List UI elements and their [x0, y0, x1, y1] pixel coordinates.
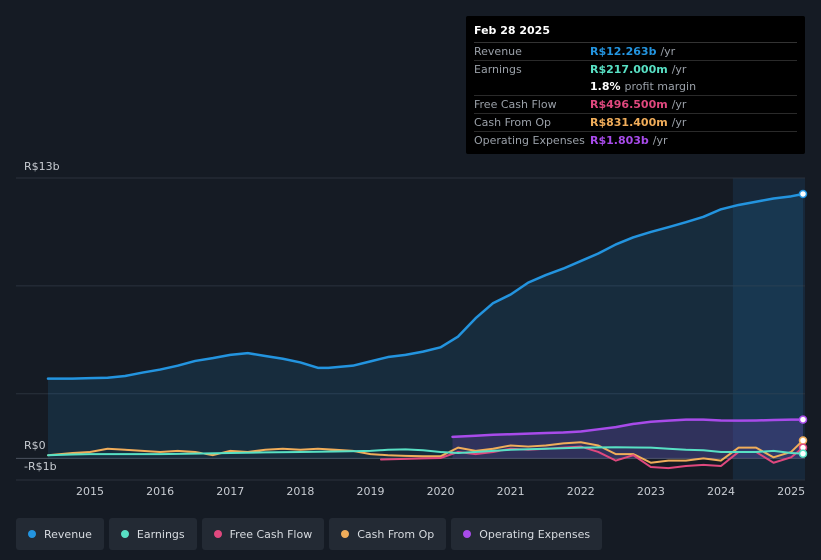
end-marker-earnings	[798, 449, 808, 458]
x-axis-ticks: 2015 2016 2017 2018 2019 2020 2021 2022 2023 2024…	[76, 485, 805, 498]
forecast-highlight-band	[732, 178, 805, 480]
legend-label: Earnings	[136, 527, 185, 541]
legend: Revenue Earnings Free Cash Flow Cash Fro…	[16, 518, 603, 550]
tooltip-row-cash-from-op: Cash From Op R$831.400m /yr	[474, 114, 797, 132]
chart: R$13b R$0 -R$1b 2015 2016 2017 2018 2019 2020…	[16, 160, 808, 498]
x-tick-label: 2023	[637, 485, 665, 498]
tooltip-label: Earnings	[474, 63, 522, 76]
end-marker-revenue	[798, 189, 808, 199]
legend-label: Cash From Op	[357, 527, 435, 541]
x-tick-label: 2017	[216, 485, 244, 498]
area-revenue	[48, 193, 803, 459]
series-lines	[46, 192, 805, 470]
tooltip-label: Free Cash Flow	[474, 98, 557, 111]
tooltip-unit: profit margin	[624, 80, 697, 93]
tooltip-unit: /yr	[671, 98, 687, 111]
tooltip-row-earnings: Earnings R$217.000m /yr	[474, 61, 797, 78]
tooltip-row-operating-expenses: Operating Expenses R$1.803b /yr	[474, 132, 797, 149]
y-label-zero: R$0	[24, 439, 46, 452]
legend-item-free-cash-flow[interactable]: Free Cash Flow	[201, 518, 325, 550]
y-label-top: R$13b	[24, 160, 60, 173]
tooltip-value: 1.8%	[590, 80, 621, 93]
tooltip-unit: /yr	[671, 63, 687, 76]
tooltip-value: R$496.500m	[590, 98, 668, 111]
tooltip-date: Feb 28 2025	[474, 22, 797, 43]
legend-item-cash-from-op[interactable]: Cash From Op	[329, 518, 447, 550]
legend-item-earnings[interactable]: Earnings	[108, 518, 197, 550]
legend-item-operating-expenses[interactable]: Operating Expenses	[451, 518, 603, 550]
line-operating-expenses	[451, 418, 805, 439]
tooltip-label: Revenue	[474, 45, 522, 58]
legend-label: Revenue	[44, 527, 92, 541]
tooltip-row-profit-margin: 1.8% profit margin	[474, 78, 797, 96]
tooltip-value: R$217.000m	[590, 63, 668, 76]
tooltip-value: R$1.803b	[590, 134, 649, 147]
x-tick-label: 2024	[707, 485, 735, 498]
tooltip-unit: /yr	[671, 116, 687, 129]
x-tick-label: 2015	[76, 485, 104, 498]
x-tick-label: 2018	[286, 485, 314, 498]
end-marker-cash-from-op	[798, 436, 808, 445]
tooltip-row-free-cash-flow: Free Cash Flow R$496.500m /yr	[474, 96, 797, 114]
legend-item-revenue[interactable]: Revenue	[16, 518, 104, 550]
series-end-markers	[798, 189, 808, 458]
x-tick-label: 2016	[146, 485, 174, 498]
tooltip-label	[474, 78, 590, 95]
x-tick-label: 2020	[427, 485, 455, 498]
line-cash-from-op	[47, 439, 804, 464]
y-label-bottom: -R$1b	[24, 460, 57, 473]
legend-dot-icon	[120, 530, 129, 538]
legend-label: Free Cash Flow	[229, 527, 313, 541]
x-tick-label: 2022	[567, 485, 595, 498]
tooltip-value: R$12.263b	[590, 45, 657, 58]
tooltip-unit: /yr	[652, 134, 668, 147]
line-revenue	[46, 192, 805, 380]
tooltip-label: Operating Expenses	[474, 134, 585, 147]
legend-dot-icon	[28, 530, 36, 538]
tooltip-value: R$831.400m	[590, 116, 668, 129]
tooltip-panel: Feb 28 2025 Revenue R$12.263b /yr Earnin…	[466, 16, 805, 154]
x-tick-label: 2021	[497, 485, 525, 498]
tooltip-unit: /yr	[660, 45, 676, 58]
legend-dot-icon	[341, 530, 350, 538]
x-tick-label: 2025	[777, 485, 805, 498]
tooltip-label: Cash From Op	[474, 116, 552, 129]
tooltip-row-revenue: Revenue R$12.263b /yr	[474, 43, 797, 61]
legend-dot-icon	[213, 530, 222, 538]
line-earnings	[47, 446, 804, 457]
x-tick-label: 2019	[356, 485, 384, 498]
legend-label: Operating Expenses	[479, 527, 591, 541]
legend-dot-icon	[463, 530, 472, 538]
end-marker-operating-expenses	[798, 415, 808, 424]
